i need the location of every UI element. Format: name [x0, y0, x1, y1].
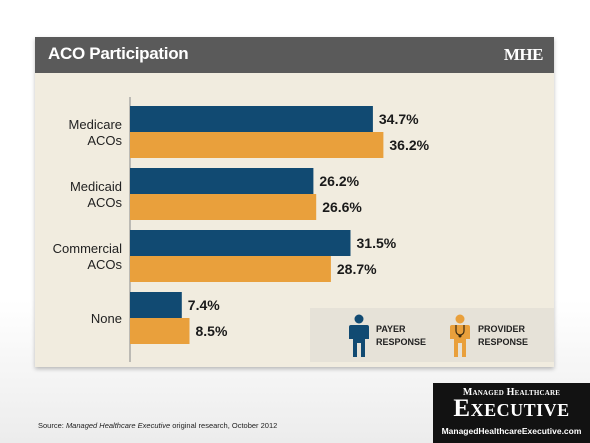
- bar-payer: [130, 292, 182, 318]
- publication-logo: Managed Healthcare Executive ManagedHeal…: [433, 383, 590, 443]
- category-label: Medicaid: [70, 179, 122, 194]
- legend-provider-label: PROVIDER RESPONSE: [478, 323, 528, 349]
- bar-provider: [130, 256, 331, 282]
- category-label: ACOs: [87, 133, 122, 148]
- logo-url-text: ManagedHealthcareExecutive.com: [441, 426, 582, 436]
- person-icon: [349, 314, 369, 357]
- source-suffix: original research, October 2012: [170, 421, 278, 430]
- bar-value-label: 34.7%: [379, 111, 419, 127]
- chart-card: ACO Participation MHE 34.7% 36.2% Medicare…: [35, 37, 554, 367]
- bar-payer: [130, 168, 314, 194]
- source-note: Source: Managed Healthcare Executive ori…: [38, 421, 277, 430]
- legend-payer-line1: PAYER: [376, 324, 406, 334]
- bar-payer: [130, 230, 351, 256]
- logo-main-text: Executive: [453, 395, 570, 422]
- source-prefix: Source:: [38, 421, 66, 430]
- bar-chart: 34.7%36.2%MedicareACOs26.2%26.6%Medicaid…: [53, 97, 430, 362]
- bar-value-label: 8.5%: [196, 323, 228, 339]
- category-label: ACOs: [87, 195, 122, 210]
- bar-provider: [130, 194, 317, 220]
- bar-value-label: 26.2%: [319, 173, 359, 189]
- bar-value-label: 7.4%: [188, 297, 220, 313]
- bar-payer: [130, 106, 373, 132]
- logo-top-text: Managed Healthcare: [462, 387, 561, 398]
- doctor-stethoscope-icon: [450, 314, 470, 357]
- chart-header: ACO Participation MHE: [35, 37, 554, 73]
- bar-provider: [130, 132, 384, 158]
- category-label: None: [91, 311, 122, 326]
- bar-provider: [130, 318, 190, 344]
- legend-provider-line2: RESPONSE: [478, 337, 529, 347]
- category-label: Commercial: [53, 241, 122, 256]
- legend: PAYER RESPONSE PROVIDER RESPONSE: [310, 308, 554, 362]
- bar-value-label: 26.6%: [322, 199, 362, 215]
- category-label: Medicare: [69, 117, 122, 132]
- legend-payer-label: PAYER RESPONSE: [376, 323, 426, 349]
- legend-payer-line2: RESPONSE: [376, 337, 427, 347]
- source-publication: Managed Healthcare Executive: [65, 421, 171, 430]
- bar-value-label: 31.5%: [357, 235, 397, 251]
- bar-value-label: 36.2%: [389, 137, 429, 153]
- category-label: ACOs: [87, 257, 122, 272]
- chart-title: ACO Participation: [48, 44, 189, 63]
- bar-value-label: 28.7%: [337, 261, 377, 277]
- brand-abbreviation: MHE: [503, 45, 544, 64]
- legend-provider-line1: PROVIDER: [478, 324, 526, 334]
